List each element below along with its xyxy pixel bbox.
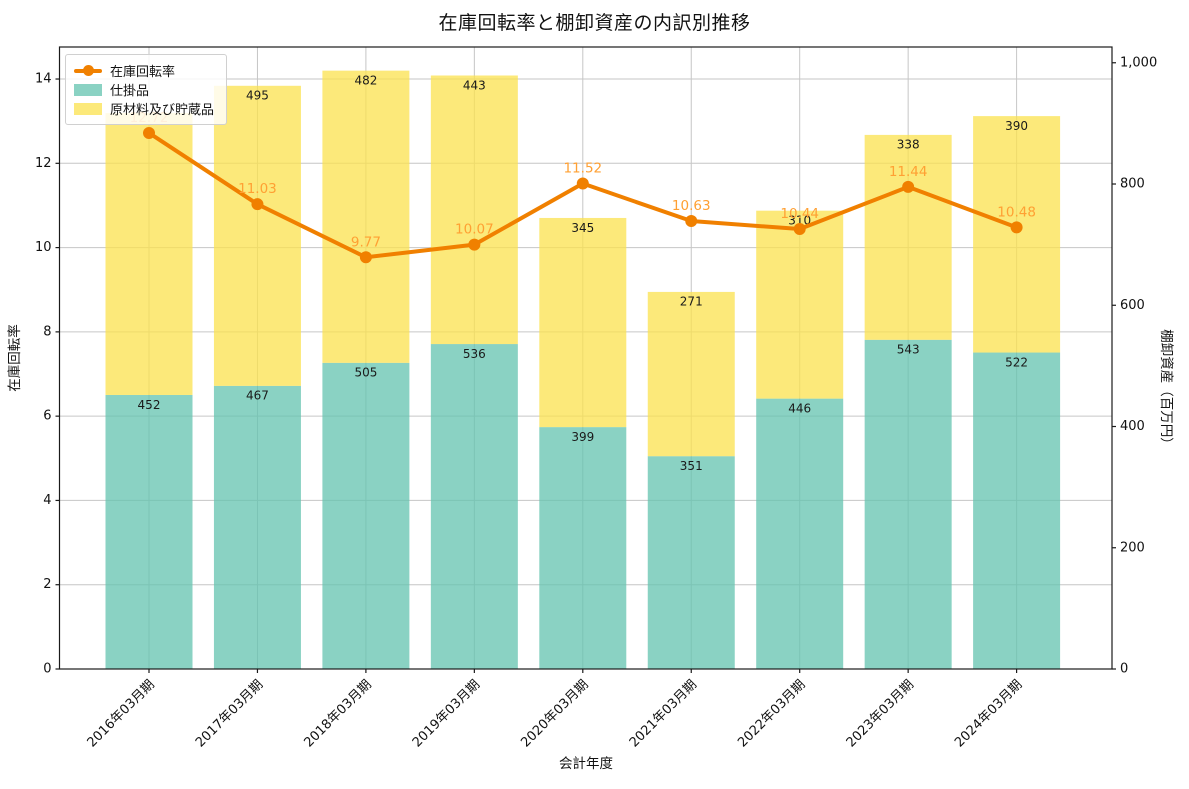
line-value-label: 11.52	[563, 161, 602, 177]
x-axis-title: 会計年度	[559, 756, 613, 772]
line-marker	[902, 180, 915, 193]
bar-value-label: 482	[354, 73, 377, 87]
legend: 在庫回転率 仕掛品 原材料及び貯蔵品	[65, 54, 227, 125]
left-tick-label: 2	[43, 577, 51, 592]
left-tick-label: 14	[35, 72, 52, 87]
bar-value-label: 522	[1005, 355, 1028, 369]
bar-segment-materials	[756, 210, 844, 399]
bar-value-label: 345	[571, 221, 594, 235]
left-tick-label: 0	[43, 662, 51, 677]
line-value-label: 10.63	[672, 198, 711, 214]
bar-segment-materials	[430, 75, 518, 345]
bar-segment-wip	[539, 427, 627, 669]
legend-item-wip: 仕掛品	[74, 80, 216, 99]
bar-segment-wip	[864, 339, 952, 669]
bar-value-label: 338	[897, 138, 920, 152]
bar-value-label: 495	[246, 89, 269, 103]
left-tick-label: 4	[43, 493, 51, 508]
line-value-label: 10.48	[997, 204, 1036, 220]
legend-label: 在庫回転率	[110, 65, 176, 80]
bar-segment-materials	[539, 217, 627, 428]
left-tick-label: 12	[35, 156, 52, 171]
bar-segment-wip	[973, 352, 1061, 669]
bar-segment-materials	[322, 70, 410, 363]
legend-label: 原材料及び貯蔵品	[110, 103, 215, 118]
legend-item-turnover: 在庫回転率	[74, 61, 216, 80]
bar-value-label: 399	[571, 430, 594, 444]
line-marker	[251, 198, 264, 211]
bar-segment-wip	[105, 394, 193, 669]
bar-segment-wip	[756, 398, 844, 669]
x-tick-label: 2017年03月期	[193, 677, 266, 750]
line-marker	[685, 215, 698, 228]
bar-value-label: 390	[1005, 119, 1028, 133]
bar-value-label: 543	[897, 343, 920, 357]
bar-value-label: 505	[354, 366, 377, 380]
line-value-label: 9.77	[351, 234, 381, 250]
left-tick-label: 6	[43, 409, 51, 424]
legend-label: 仕掛品	[110, 84, 150, 99]
bar-value-label: 536	[463, 347, 486, 361]
bar-value-label: 443	[463, 78, 486, 92]
bar-value-label: 271	[680, 295, 703, 309]
x-tick-label: 2023年03月期	[844, 677, 917, 750]
x-tick-label: 2019年03月期	[410, 677, 483, 750]
patch-swatch-icon	[74, 83, 102, 96]
right-tick-label: 400	[1120, 419, 1145, 434]
bar-value-label: 310	[788, 213, 811, 227]
line-marker	[468, 238, 481, 251]
right-axis-title: 棚卸資産（百万円）	[1158, 329, 1174, 451]
bar-segment-wip	[430, 344, 518, 669]
bar-segment-materials	[973, 116, 1061, 353]
line-marker	[793, 223, 806, 236]
x-tick-label: 2020年03月期	[518, 677, 591, 750]
bar-segment-wip	[647, 456, 735, 669]
bar-value-label: 452	[138, 398, 161, 412]
chart-title: 在庫回転率と棚卸資産の内訳別推移	[438, 12, 751, 34]
line-value-label: 11.03	[238, 181, 277, 197]
bar-segment-materials	[213, 85, 301, 386]
right-tick-label: 0	[1120, 662, 1128, 677]
left-tick-label: 10	[35, 240, 52, 255]
bar-segment-materials	[105, 113, 193, 395]
x-tick-label: 2016年03月期	[85, 677, 158, 750]
bar-value-label: 467	[246, 389, 269, 403]
bar-segment-wip	[213, 385, 301, 669]
right-tick-label: 200	[1120, 540, 1145, 555]
left-tick-label: 8	[43, 324, 51, 339]
patch-swatch-icon	[74, 102, 102, 115]
line-value-label: 11.44	[889, 164, 928, 180]
line-value-label: 10.44	[780, 206, 819, 222]
right-tick-label: 600	[1120, 298, 1145, 313]
line-marker	[1010, 221, 1023, 234]
bar-segment-wip	[322, 362, 410, 669]
line-marker	[143, 126, 155, 139]
axes-frame	[58, 46, 1113, 670]
right-tick-label: 800	[1120, 177, 1145, 192]
bar-segment-materials	[647, 291, 735, 457]
x-tick-label: 2021年03月期	[627, 677, 700, 750]
line-value-label: 10.07	[455, 222, 494, 238]
bar-value-label: 351	[680, 459, 703, 473]
line-swatch-icon	[74, 65, 102, 76]
line-marker	[576, 177, 589, 190]
x-tick-label: 2024年03月期	[952, 677, 1025, 750]
bar-segment-materials	[864, 134, 952, 340]
bar-value-label: 446	[788, 401, 811, 415]
line-marker	[359, 251, 372, 264]
legend-item-materials: 原材料及び貯蔵品	[74, 99, 216, 118]
x-tick-label: 2022年03月期	[735, 677, 808, 750]
right-tick-label: 1,000	[1120, 55, 1157, 70]
x-tick-label: 2018年03月期	[301, 677, 374, 750]
left-axis-title: 在庫回転率	[7, 324, 23, 392]
